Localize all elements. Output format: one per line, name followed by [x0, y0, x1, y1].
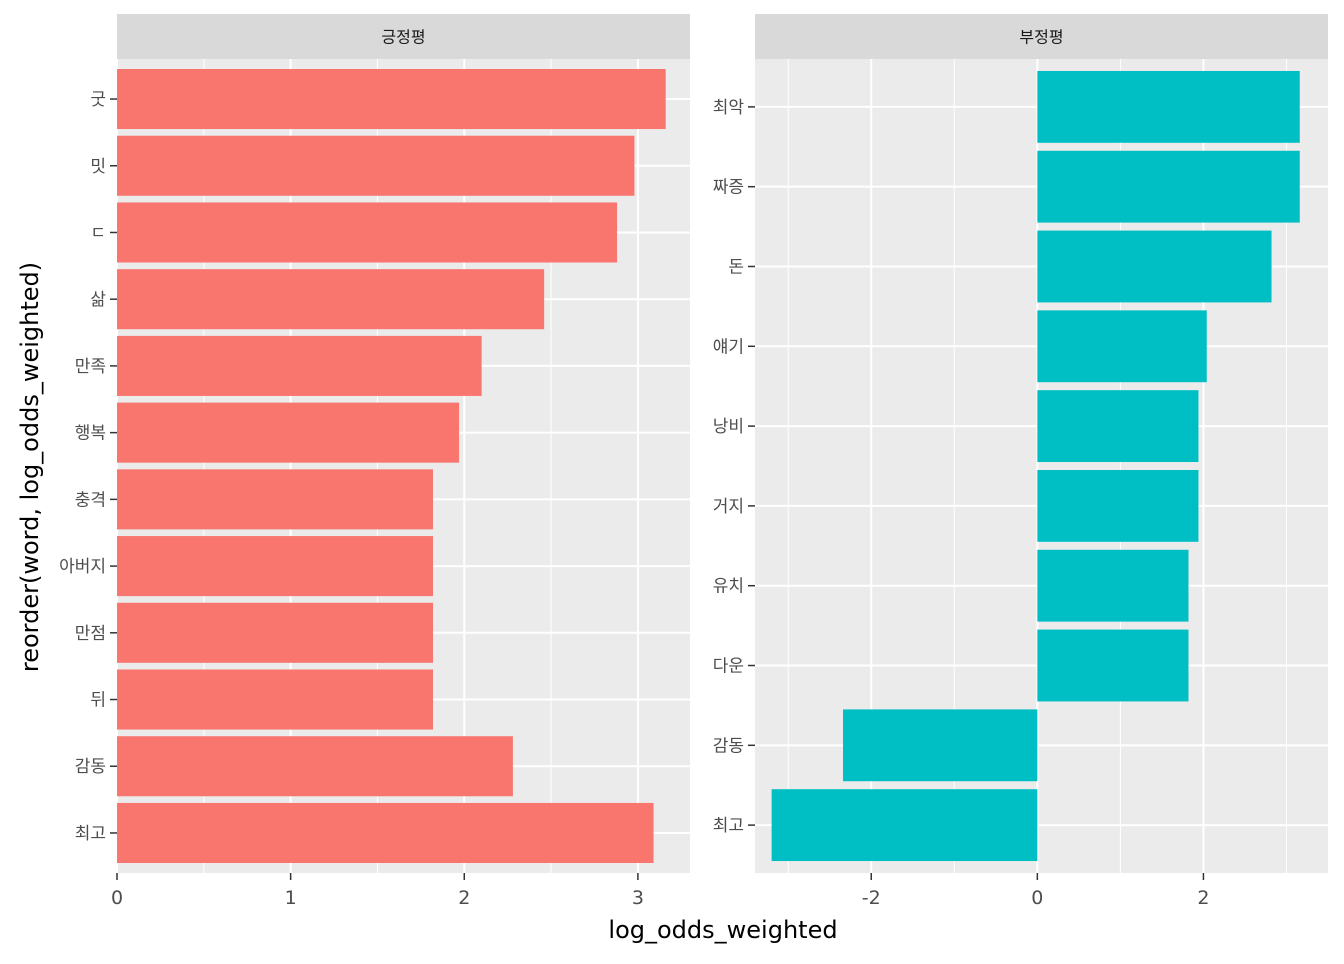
- y-tick-label: 돈: [728, 257, 744, 277]
- y-tick-label: 아버지: [59, 557, 106, 577]
- y-tick-label: 짜증: [713, 178, 744, 198]
- y-tick-label: 만족: [75, 357, 106, 377]
- y-tick-label: 얘기: [713, 337, 744, 357]
- bar-돈: [1037, 230, 1272, 303]
- x-tick-label: 2: [1197, 887, 1209, 909]
- y-tick-label: 만점: [75, 624, 106, 644]
- y-tick-label: 감동: [713, 736, 744, 756]
- bar-뒤: [117, 669, 434, 730]
- y-tick-label: 뒤: [90, 691, 106, 711]
- bar-유치: [1037, 549, 1189, 622]
- y-tick-label: 최고: [713, 816, 744, 836]
- bar-밋: [117, 135, 635, 196]
- y-tick-label: 최고: [75, 824, 106, 844]
- y-tick-label: 다운: [713, 657, 744, 677]
- x-tick-label: 3: [632, 887, 644, 909]
- y-tick-label: 충격: [75, 490, 106, 510]
- bar-최악: [1037, 70, 1300, 143]
- y-tick-label: 행복: [75, 424, 106, 444]
- bar-짜증: [1037, 150, 1300, 223]
- bar-ㄷ: [117, 202, 618, 263]
- x-tick-label: 0: [111, 887, 123, 909]
- bar-아버지: [117, 536, 434, 597]
- x-axis-title: log_odds_weighted: [608, 916, 837, 944]
- bar-낭비: [1037, 390, 1199, 463]
- bar-최고: [117, 802, 654, 863]
- y-tick-label: 삶: [90, 290, 106, 310]
- y-axis-title: reorder(word, log_odds_weighted): [16, 262, 44, 672]
- bar-굿: [117, 69, 666, 130]
- bar-감동: [117, 736, 513, 797]
- bar-다운: [1037, 629, 1189, 702]
- x-tick-label: 1: [285, 887, 297, 909]
- bar-삶: [117, 269, 545, 330]
- bar-행복: [117, 402, 460, 463]
- bar-최고: [771, 789, 1038, 862]
- facet-strip-label: 긍정평: [381, 28, 425, 47]
- y-tick-label: 굿: [90, 90, 106, 110]
- y-tick-label: 거지: [713, 497, 744, 517]
- x-tick-label: -2: [862, 887, 881, 909]
- y-tick-label: 밋: [90, 157, 106, 177]
- facet-strip: [117, 14, 690, 59]
- y-tick-label: 낭비: [713, 417, 744, 437]
- bar-얘기: [1037, 310, 1207, 383]
- bar-만족: [117, 335, 482, 396]
- bar-충격: [117, 469, 434, 530]
- y-tick-label: ㄷ: [90, 223, 106, 243]
- facet-strip: [755, 14, 1328, 59]
- y-tick-label: 유치: [713, 577, 744, 597]
- y-tick-label: 최악: [713, 98, 745, 118]
- x-tick-label: 0: [1031, 887, 1043, 909]
- bar-거지: [1037, 469, 1199, 542]
- facet-strip-label: 부정평: [1019, 28, 1063, 47]
- y-tick-label: 감동: [75, 757, 106, 777]
- bar-감동: [843, 709, 1038, 782]
- bar-만점: [117, 602, 434, 663]
- x-tick-label: 2: [458, 887, 470, 909]
